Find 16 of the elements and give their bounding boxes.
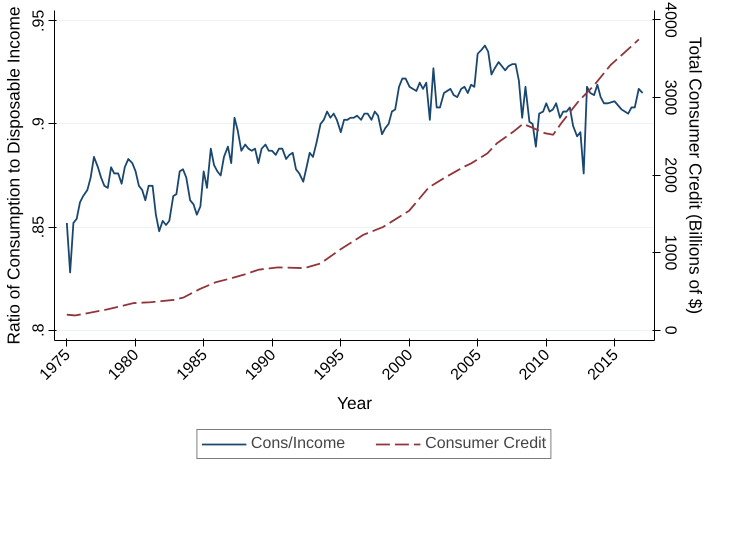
x-axis-title: Year [336,393,372,414]
y2-tick-label: 2000 [662,157,678,193]
line-series [66,44,644,274]
y-tick-label: .8 [30,323,48,337]
line-series [66,38,640,316]
y2-axis-title: Total Consumer Credit (Billions of $) [686,36,706,314]
y2-tick-label: 3000 [662,80,678,116]
y-tick-label: .85 [30,216,48,238]
y2-tick-label: 1000 [662,234,678,271]
y2-tick-label: 4000 [662,2,678,38]
y2-tick-label: 0 [662,326,678,335]
legend-label: Consumer Credit [425,434,546,452]
y-tick-label: .95 [30,10,48,32]
legend-label: Cons/Income [250,434,346,452]
y-tick-label: .9 [30,117,48,131]
y-axis-title: Ratio of Consumption to Disposable Income [4,6,24,345]
